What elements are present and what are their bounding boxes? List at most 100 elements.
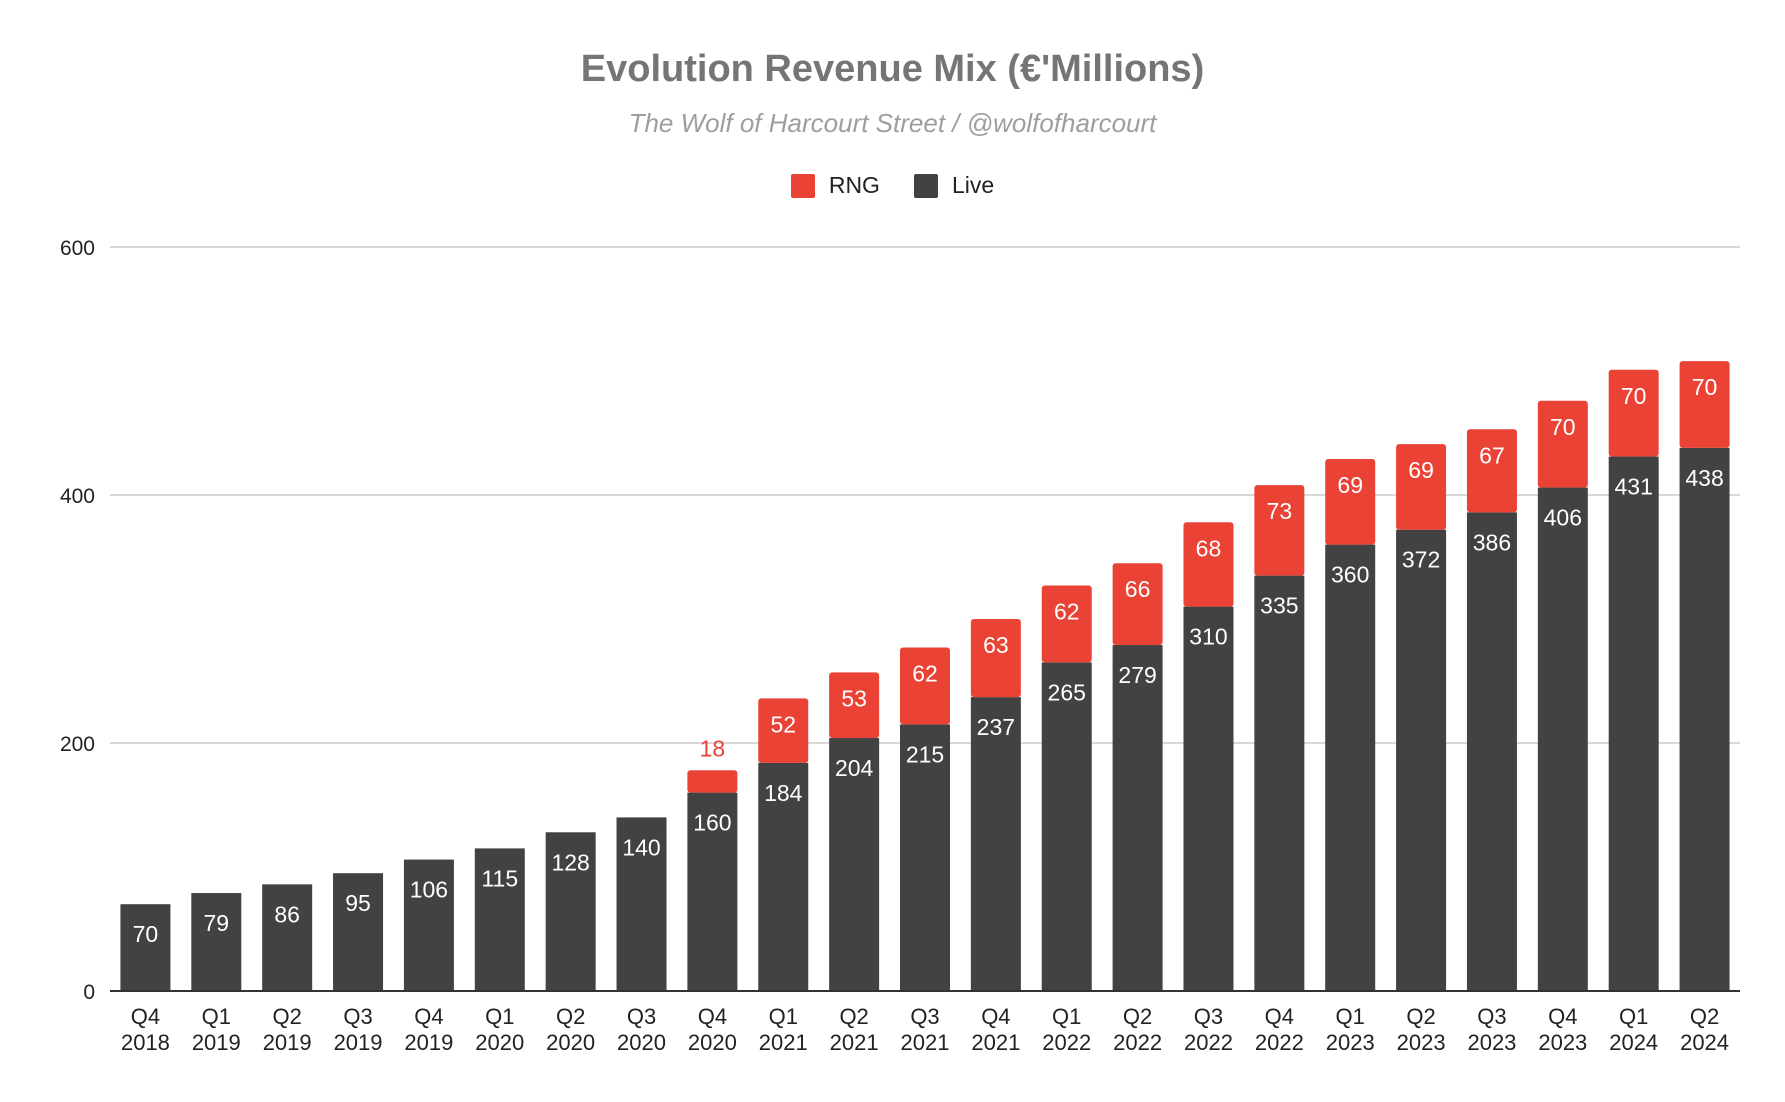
- x-tick-label-quarter: Q4: [131, 1004, 160, 1029]
- bar-rng: [900, 647, 950, 725]
- data-label-rng: 53: [841, 685, 867, 711]
- bar-live: [970, 697, 1021, 991]
- legend-item-live: Live: [913, 172, 995, 199]
- data-label-live: 79: [204, 910, 230, 936]
- bar-rng: [1608, 369, 1659, 457]
- data-label-live: 115: [481, 865, 518, 891]
- chart-subtitle: The Wolf of Harcourt Street / @wolfofhar…: [628, 108, 1157, 138]
- bar-live: [687, 792, 738, 991]
- legend-label-live: Live: [951, 172, 995, 198]
- data-label-rng: 67: [1479, 442, 1505, 468]
- data-label-rng: 68: [1196, 535, 1222, 561]
- bar-live: [1466, 512, 1517, 991]
- x-tick-label-quarter: Q1: [1052, 1004, 1081, 1029]
- data-label-live: 70: [133, 921, 159, 947]
- data-label-live: 438: [1685, 465, 1723, 491]
- bar-live: [758, 762, 809, 991]
- data-label-live: 335: [1260, 593, 1298, 619]
- y-tick-label: 0: [83, 981, 95, 1004]
- bar-rng: [1325, 459, 1376, 545]
- bar-live: [829, 738, 880, 991]
- data-label-rng: 69: [1408, 457, 1434, 483]
- data-label-live: 310: [1189, 624, 1227, 650]
- bar-live: [1537, 487, 1588, 991]
- data-label-rng: 70: [1550, 414, 1576, 440]
- bar-live: [1679, 447, 1730, 991]
- data-label-live: 95: [345, 890, 371, 916]
- x-tick-label-year: 2019: [334, 1030, 383, 1055]
- data-label-rng: 63: [983, 632, 1009, 658]
- chart-legend: RNG Live: [0, 172, 1785, 199]
- chart-title: Evolution Revenue Mix (€'Millions): [580, 48, 1205, 90]
- data-label-rng: 66: [1125, 576, 1151, 602]
- data-label-rng: 62: [1054, 599, 1080, 625]
- bar-live: [262, 884, 313, 991]
- data-label-live: 406: [1544, 505, 1582, 531]
- data-label-live: 279: [1118, 662, 1156, 688]
- x-tick-label-year: 2019: [404, 1030, 453, 1055]
- x-tick-label-year: 2022: [1042, 1030, 1091, 1055]
- x-tick-label-year: 2024: [1680, 1030, 1729, 1055]
- x-tick-label-quarter: Q1: [485, 1004, 514, 1029]
- bar-live: [191, 893, 242, 991]
- data-label-live: 431: [1615, 474, 1653, 500]
- data-label-live: 237: [977, 714, 1015, 740]
- x-tick-label-quarter: Q4: [981, 1004, 1010, 1029]
- x-tick-label-year: 2022: [1113, 1030, 1162, 1055]
- legend-swatch-live: [913, 173, 938, 198]
- bar-rng: [687, 770, 738, 793]
- x-tick-label-quarter: Q1: [769, 1004, 798, 1029]
- bar-live: [900, 724, 950, 991]
- data-label-rng: 62: [912, 661, 938, 687]
- x-tick-label-quarter: Q2: [839, 1004, 868, 1029]
- data-label-rng: 70: [1621, 383, 1647, 409]
- data-label-live: 160: [693, 810, 731, 836]
- bar-rng: [758, 698, 809, 763]
- bar-live: [1396, 529, 1447, 991]
- x-tick-label-year: 2021: [830, 1030, 879, 1055]
- y-tick-label: 600: [60, 237, 95, 260]
- x-tick-label-year: 2023: [1326, 1030, 1375, 1055]
- x-tick-label-year: 2023: [1467, 1030, 1516, 1055]
- data-label-live: 184: [764, 780, 803, 806]
- x-tick-label-year: 2019: [192, 1030, 241, 1055]
- bar-live: [616, 817, 667, 991]
- x-tick-label-quarter: Q3: [627, 1004, 656, 1029]
- data-label-live: 204: [835, 755, 874, 781]
- bar-live: [1183, 606, 1234, 991]
- data-label-rng: 73: [1267, 498, 1293, 524]
- x-tick-label-year: 2021: [759, 1030, 808, 1055]
- x-tick-label-quarter: Q3: [1477, 1004, 1506, 1029]
- x-tick-label-quarter: Q4: [698, 1004, 727, 1029]
- bar-rng: [829, 672, 880, 739]
- bar-live: [403, 859, 454, 991]
- x-tick-label-year: 2023: [1538, 1030, 1587, 1055]
- bar-live: [120, 904, 171, 991]
- x-tick-label-quarter: Q3: [910, 1004, 939, 1029]
- bar-live: [474, 848, 525, 991]
- y-tick-label: 200: [60, 733, 95, 756]
- x-tick-label-year: 2024: [1609, 1030, 1658, 1055]
- data-label-rng: 52: [770, 711, 796, 737]
- data-label-live: 86: [274, 901, 300, 927]
- x-tick-label-quarter: Q4: [414, 1004, 443, 1029]
- x-tick-label-quarter: Q2: [556, 1004, 585, 1029]
- bar-rng: [1679, 361, 1730, 448]
- x-tick-label-quarter: Q3: [1194, 1004, 1223, 1029]
- x-tick-label-year: 2022: [1184, 1030, 1233, 1055]
- x-tick-label-year: 2020: [688, 1030, 737, 1055]
- bar-rng: [1396, 444, 1447, 530]
- x-tick-label-year: 2019: [263, 1030, 312, 1055]
- data-label-live: 140: [622, 834, 660, 860]
- legend-item-rng: RNG: [790, 172, 880, 199]
- x-tick-label-year: 2023: [1397, 1030, 1446, 1055]
- bar-live: [333, 873, 384, 991]
- x-tick-label-quarter: Q1: [1336, 1004, 1365, 1029]
- bar-rng: [1537, 400, 1588, 488]
- data-label-live: 106: [410, 877, 448, 903]
- bar-live: [1112, 645, 1163, 991]
- x-tick-label-quarter: Q1: [1619, 1004, 1648, 1029]
- data-label-rng: 70: [1692, 374, 1718, 400]
- x-tick-label-year: 2018: [121, 1030, 170, 1055]
